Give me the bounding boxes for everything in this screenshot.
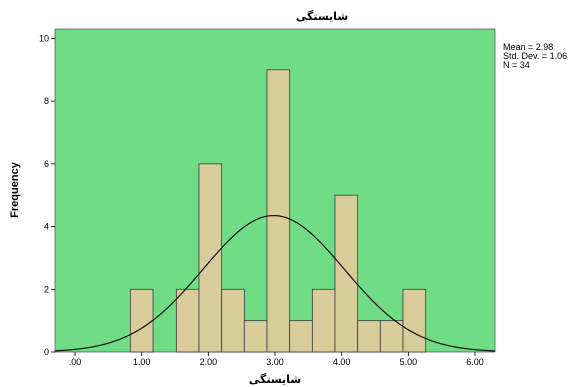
x-axis-label: شایستگی xyxy=(249,373,301,386)
x-tick-label: 5.00 xyxy=(400,357,418,367)
normal-curve xyxy=(54,214,496,352)
y-tick-label: 10 xyxy=(39,33,49,43)
stats-annotation: Mean = 2.98 xyxy=(503,42,553,52)
histogram-bar xyxy=(243,320,268,353)
stats-annotation: Std. Dev. = 1.06 xyxy=(503,51,567,61)
histogram-bar xyxy=(198,163,223,353)
y-tick-label: 8 xyxy=(44,96,49,106)
y-tick-label: 4 xyxy=(44,222,49,232)
x-tick-label: 3.00 xyxy=(266,357,284,367)
histogram-bar xyxy=(334,194,359,353)
y-axis-label: Frequency xyxy=(9,161,21,218)
histogram-bar xyxy=(311,288,336,353)
x-tick-label: 6.00 xyxy=(466,357,484,367)
x-tick-label: 4.00 xyxy=(333,357,351,367)
histogram-bar xyxy=(221,288,245,353)
y-tick-label: 2 xyxy=(44,284,49,294)
histogram-bar xyxy=(266,69,291,353)
histogram-bar xyxy=(175,288,200,353)
histogram-bar xyxy=(357,320,381,353)
chart-title: شایستگی xyxy=(296,10,348,23)
y-tick-label: 6 xyxy=(44,159,49,169)
histogram-bar xyxy=(379,320,404,353)
histogram-bar xyxy=(289,320,313,353)
histogram-bar xyxy=(129,288,154,353)
x-tick-label: 2.00 xyxy=(200,357,218,367)
stats-annotation: N = 34 xyxy=(503,60,530,70)
x-tick-label: .00 xyxy=(69,357,82,367)
x-tick-label: 1.00 xyxy=(133,357,151,367)
y-tick-label: 0 xyxy=(44,347,49,357)
histogram-bar xyxy=(402,288,427,353)
